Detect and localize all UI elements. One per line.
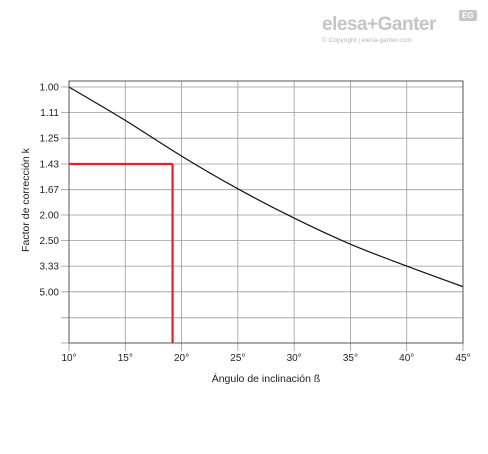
logo-copyright: © Copyright | elesa-ganter.com (322, 37, 412, 44)
y-tick-label: 1.43 (40, 159, 60, 170)
plot-frame (68, 80, 464, 344)
frame-layer (68, 80, 464, 344)
brand-logo: elesa+Ganter EG © Copyright | elesa-gant… (322, 10, 477, 50)
y-tick-label: 3.33 (40, 262, 60, 273)
x-tick-labels: 10° 15° 20° 25° 30° 35° 40° 45° (61, 353, 470, 364)
x-tick-label: 40° (399, 353, 414, 364)
curve-layer (68, 86, 464, 288)
x-tick-label: 25° (230, 353, 245, 364)
x-tick-label: 30° (287, 353, 302, 364)
y-tick-label: 1.00 (40, 83, 60, 94)
y-tick-label: 2.50 (40, 236, 60, 247)
y-tick-label: 1.11 (40, 108, 59, 119)
y-tick-label: 1.67 (40, 185, 60, 196)
logo-badge: EG (459, 10, 477, 21)
logo-text: elesa+Ganter (322, 14, 436, 35)
x-tick-label: 35° (343, 353, 358, 364)
y-tick-label: 2.00 (40, 211, 60, 222)
x-tick-label: 15° (118, 353, 133, 364)
grid-layer (61, 81, 464, 351)
x-tick-label: 10° (61, 353, 76, 364)
y-axis-title: Factor de corrección k (20, 147, 32, 252)
y-tick-label: 1.25 (40, 134, 60, 145)
correction-factor-curve (68, 86, 464, 288)
x-tick-label: 20° (174, 353, 189, 364)
highlight-layer (69, 162, 174, 343)
y-tick-label: 5.00 (40, 287, 60, 298)
x-axis-title: Ángulo de inclinación ß (212, 372, 321, 385)
x-tick-label: 45° (455, 353, 470, 364)
y-tick-labels: 1.00 1.11 1.25 1.43 1.67 2.00 2.50 3.33 5.00 (40, 83, 60, 299)
